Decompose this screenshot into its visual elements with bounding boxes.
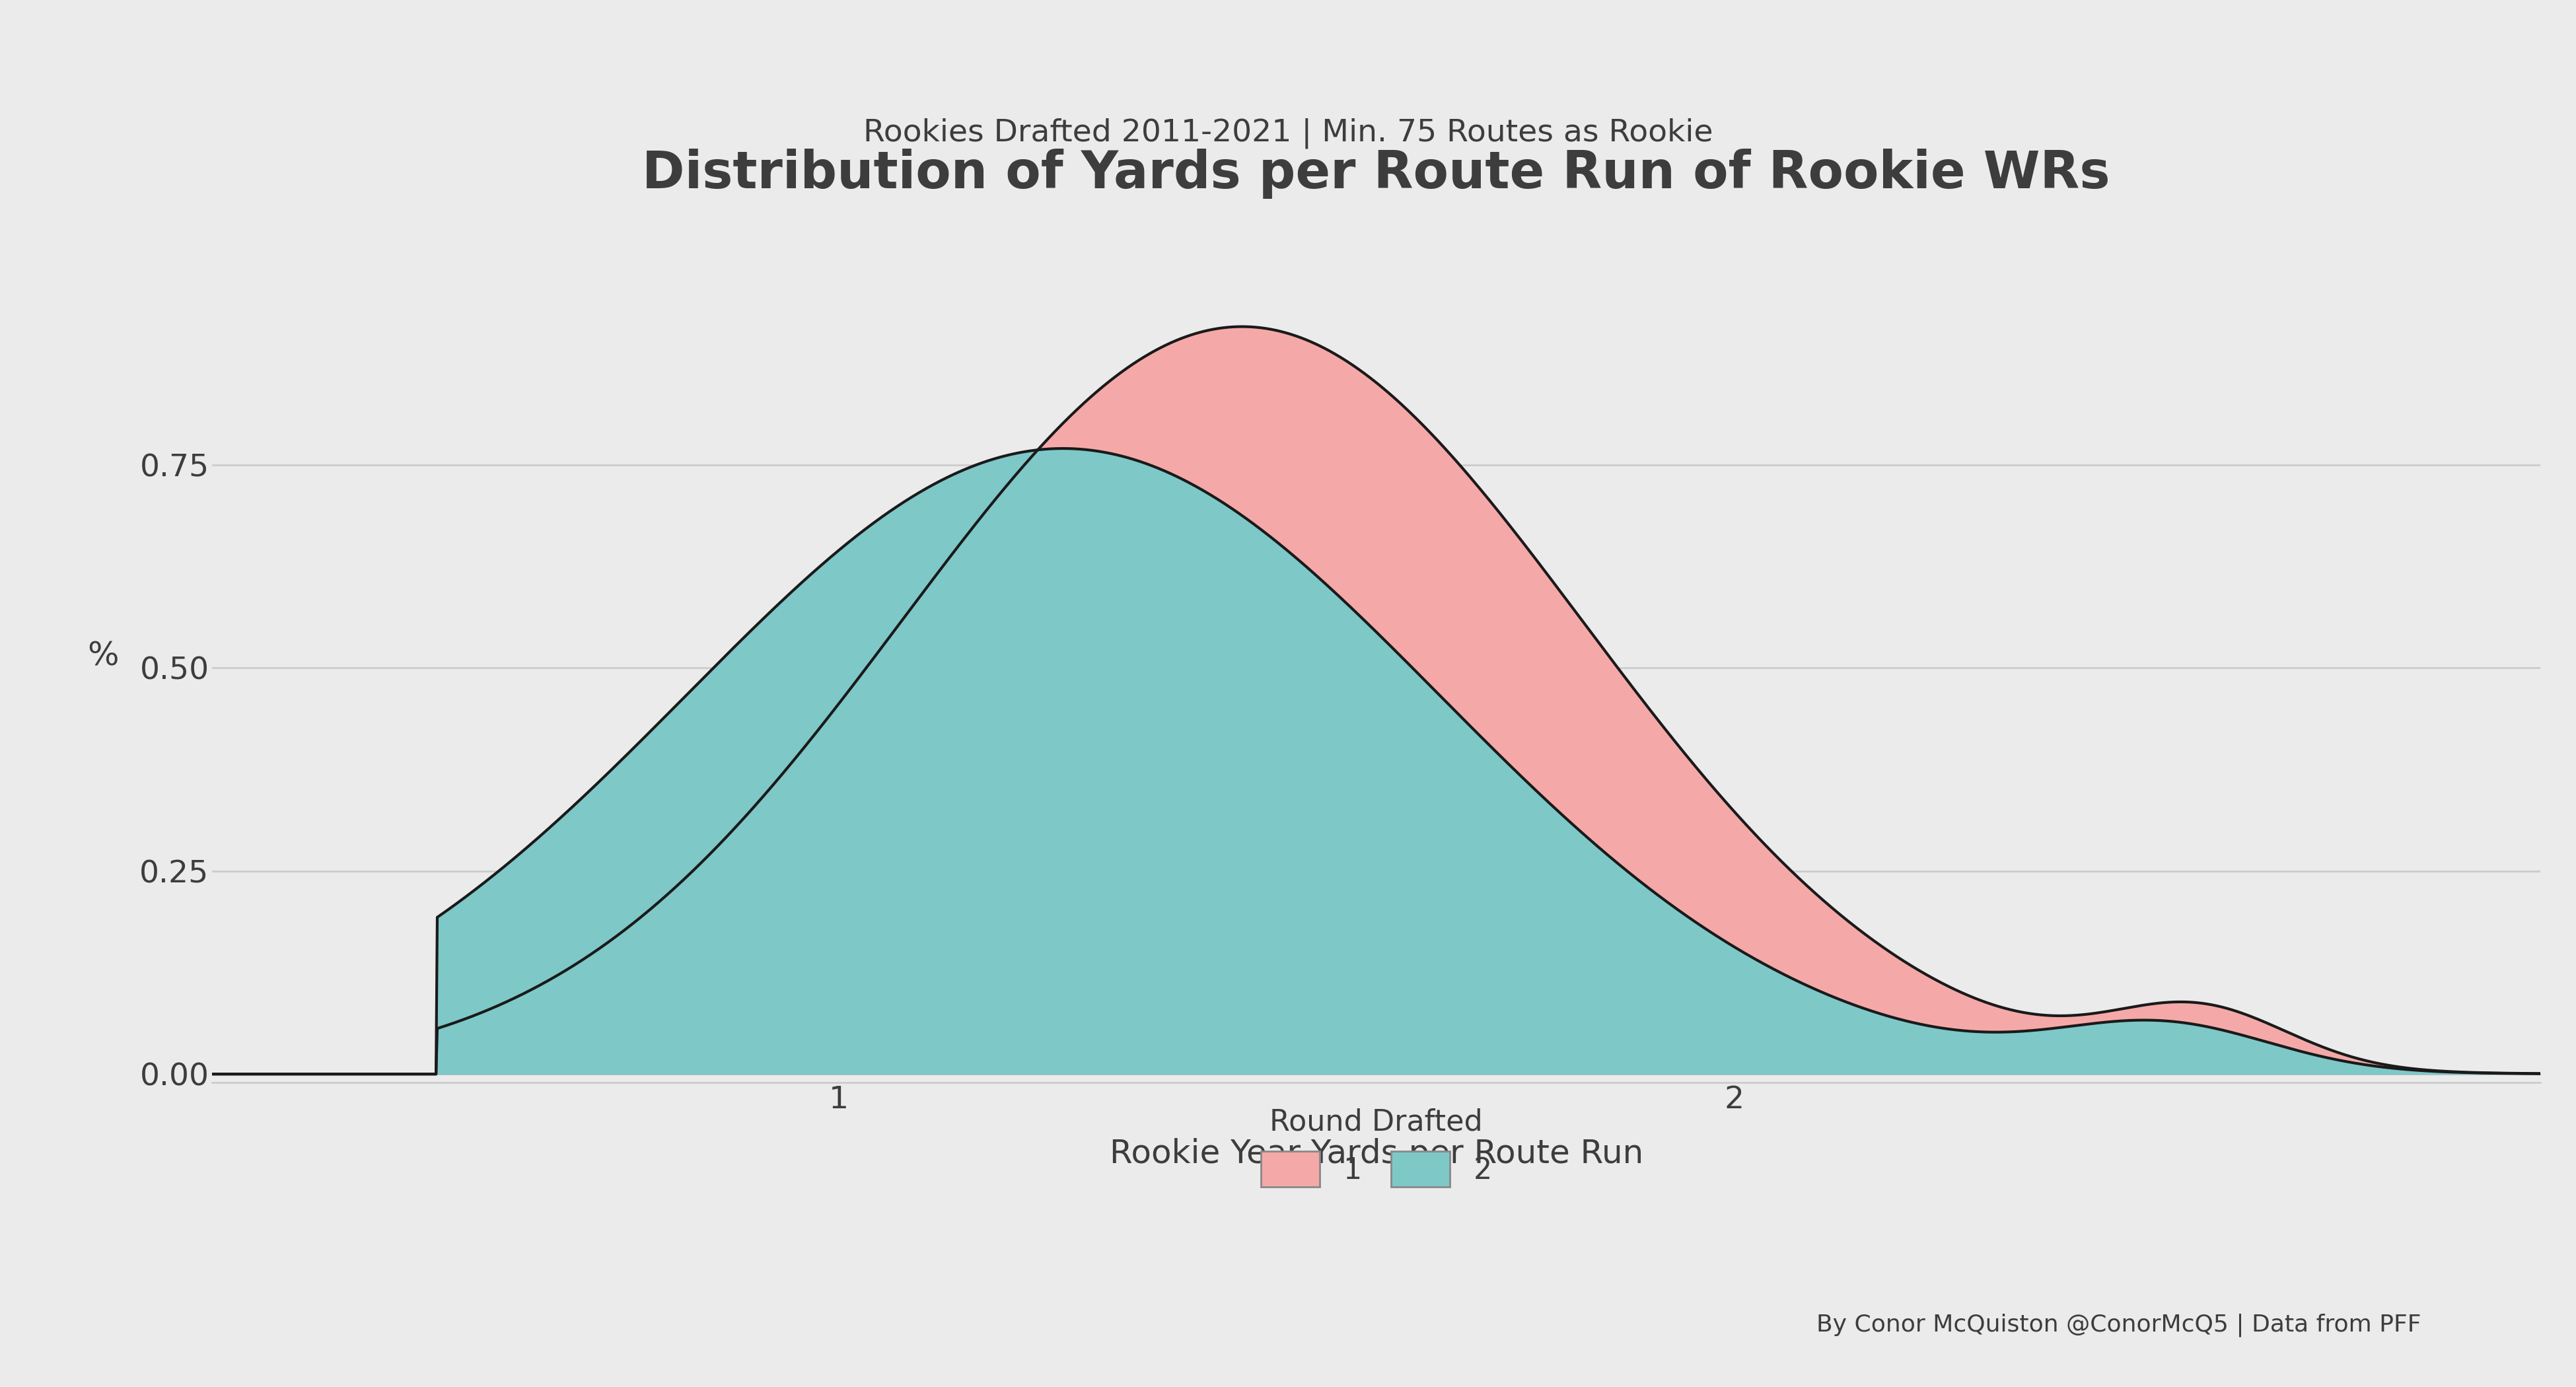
Text: Rookies Drafted 2011-2021 | Min. 75 Routes as Rookie: Rookies Drafted 2011-2021 | Min. 75 Rout… [863, 118, 1713, 148]
Title: Distribution of Yards per Route Run of Rookie WRs: Distribution of Yards per Route Run of R… [641, 148, 2110, 198]
X-axis label: Rookie Year Yards per Route Run: Rookie Year Yards per Route Run [1110, 1139, 1643, 1169]
Legend: 1, 2: 1, 2 [1249, 1097, 1504, 1198]
Text: By Conor McQuiston @ConorMcQ5 | Data from PFF: By Conor McQuiston @ConorMcQ5 | Data fro… [1816, 1313, 2421, 1337]
Y-axis label: %: % [88, 641, 118, 671]
